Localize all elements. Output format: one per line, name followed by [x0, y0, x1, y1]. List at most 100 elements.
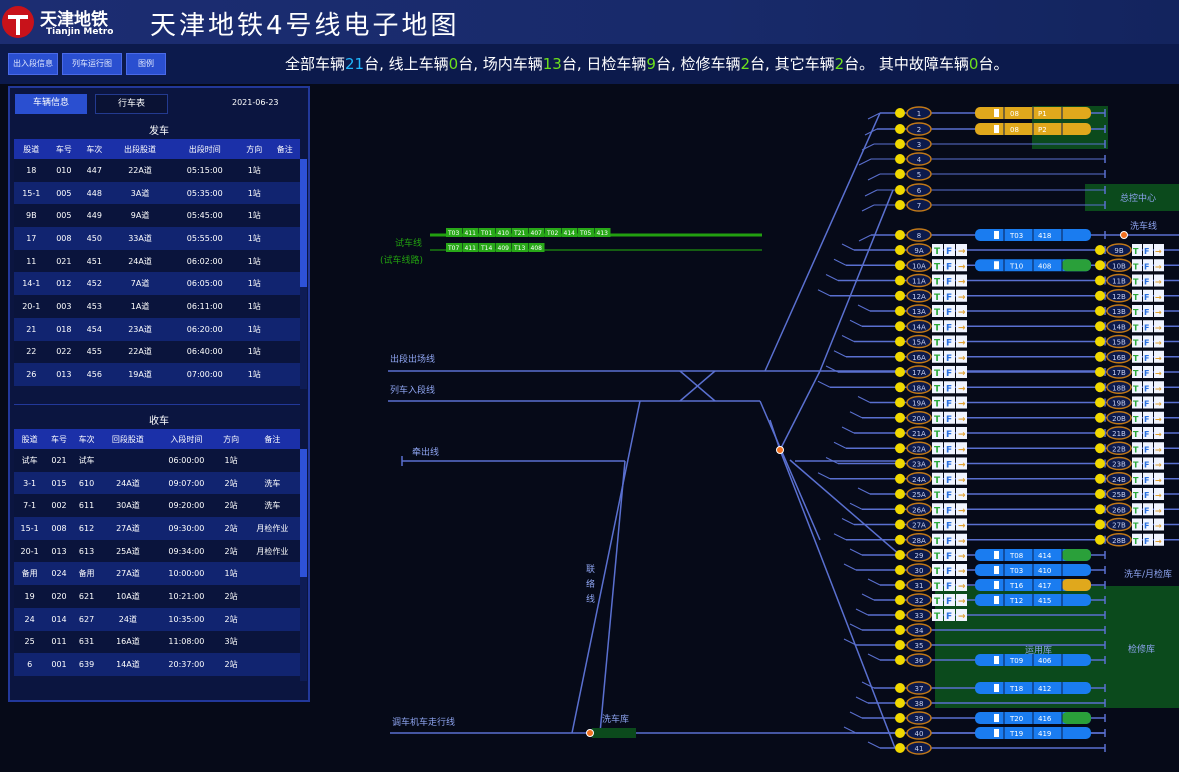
signal-icon[interactable] [895, 640, 905, 650]
signal-icon[interactable] [895, 743, 905, 753]
signal-icon[interactable] [895, 489, 905, 499]
track-button[interactable] [906, 137, 932, 151]
train[interactable]: 08 P1 [975, 107, 1091, 119]
track-button[interactable] [1106, 395, 1132, 410]
track-button[interactable] [906, 304, 932, 318]
track-button[interactable] [1106, 258, 1132, 272]
signal-icon[interactable] [895, 351, 905, 362]
train[interactable]: 08 P2 [975, 123, 1091, 135]
track-button[interactable] [906, 350, 932, 364]
signal-icon[interactable] [895, 625, 905, 635]
signal-icon[interactable] [895, 473, 905, 484]
signal-icon[interactable] [895, 698, 905, 708]
track-button[interactable] [906, 548, 932, 562]
table-row[interactable]: 25 011 631 16A道 11:08:00 3站 [14, 630, 300, 654]
signal-icon[interactable] [895, 154, 905, 164]
track-button[interactable] [906, 411, 932, 425]
track-button[interactable] [906, 487, 932, 501]
signal-icon[interactable] [895, 610, 905, 620]
track-button[interactable] [1106, 365, 1132, 379]
signal-icon[interactable] [1095, 397, 1105, 408]
track-button[interactable] [1106, 289, 1132, 303]
signal-icon[interactable] [1095, 351, 1105, 362]
signal-icon[interactable] [895, 336, 905, 347]
track-button[interactable] [906, 517, 932, 532]
table-row[interactable]: 14-1 012 452 7A道 06:05:00 1站 [14, 272, 300, 296]
table-row[interactable]: 22 022 455 22A道 06:40:00 1站 [14, 340, 300, 364]
track-button[interactable] [906, 289, 932, 303]
signal-icon[interactable] [895, 382, 905, 393]
track-button[interactable] [906, 152, 932, 166]
signal-icon[interactable] [895, 260, 905, 271]
signal-icon[interactable] [895, 245, 905, 255]
signal-icon[interactable] [1095, 534, 1105, 545]
track-button[interactable] [1106, 304, 1132, 318]
track-button[interactable] [1106, 426, 1132, 440]
signal-icon[interactable] [1095, 321, 1105, 332]
table-row[interactable]: 6 001 639 14A道 20:37:00 2站 [14, 653, 300, 676]
signal-icon[interactable] [895, 290, 905, 301]
signal-icon[interactable] [895, 580, 905, 590]
track-button[interactable] [906, 395, 932, 410]
signal-icon[interactable] [895, 519, 905, 530]
signal-icon[interactable] [895, 443, 905, 454]
signal-icon[interactable] [895, 683, 905, 693]
track-button[interactable] [906, 273, 932, 288]
track-button[interactable] [906, 563, 932, 577]
track-button[interactable] [906, 741, 932, 755]
table-row[interactable]: 26 013 456 19A道 07:00:00 1站 [14, 363, 300, 386]
track-button[interactable] [906, 167, 932, 181]
track-button[interactable] [906, 319, 932, 333]
track-button[interactable] [1106, 380, 1132, 394]
signal-icon[interactable] [895, 124, 905, 134]
track-button[interactable] [1106, 273, 1132, 288]
track-button[interactable] [1106, 441, 1132, 455]
track-button[interactable] [906, 533, 932, 547]
track-button[interactable] [1106, 334, 1132, 349]
track-button[interactable] [906, 696, 932, 710]
timetable-button[interactable]: 列车运行图 [62, 53, 122, 75]
track-button[interactable] [906, 122, 932, 136]
signal-icon[interactable] [895, 321, 905, 332]
table-row[interactable]: 备用 024 备用 27A道 10:00:00 1站 [14, 562, 300, 586]
signal-icon[interactable] [1095, 290, 1105, 301]
signal-icon[interactable] [1095, 458, 1105, 469]
track-button[interactable] [1106, 243, 1132, 257]
table-row[interactable]: 18 010 447 22A道 05:15:00 1站 [14, 159, 300, 182]
train[interactable]: T03 418 [975, 229, 1091, 241]
signal-icon[interactable] [895, 185, 905, 195]
signal-icon[interactable] [895, 367, 905, 377]
signal-icon[interactable] [895, 108, 905, 118]
track-button[interactable] [906, 726, 932, 740]
signal-icon[interactable] [895, 504, 905, 515]
signal-icon[interactable] [1095, 504, 1105, 515]
scroll-thumb[interactable] [300, 449, 307, 577]
track-button[interactable] [1106, 411, 1132, 425]
track-button[interactable] [1106, 472, 1132, 486]
track-button[interactable] [906, 608, 932, 622]
signal-icon[interactable] [1095, 489, 1105, 499]
table-row[interactable]: 7-1 002 611 30A道 09:20:00 2站 洗车 [14, 494, 300, 518]
track-button[interactable] [906, 593, 932, 607]
track-button[interactable] [906, 258, 932, 272]
signal-icon[interactable] [895, 200, 905, 210]
track-button[interactable] [1106, 319, 1132, 333]
track-button[interactable] [1106, 502, 1132, 516]
track-button[interactable] [1106, 456, 1132, 471]
depot-info-button[interactable]: 出入段信息 [8, 53, 58, 75]
table-row[interactable]: 15-1 008 612 27A道 09:30:00 2站 月检作业 [14, 517, 300, 540]
train[interactable]: T16 417 [975, 579, 1091, 591]
track-button[interactable] [906, 198, 932, 212]
signal-icon[interactable] [895, 139, 905, 149]
signal-icon[interactable] [1095, 473, 1105, 484]
table-row[interactable]: 11 021 451 24A道 06:02:00 1站 [14, 249, 300, 273]
track-button[interactable] [906, 681, 932, 695]
signal-icon[interactable] [1095, 382, 1105, 393]
table-row[interactable]: 21 018 454 23A道 06:20:00 1站 [14, 317, 300, 341]
train[interactable]: T18 412 [975, 682, 1091, 694]
depart-scrollbar[interactable] [300, 159, 307, 389]
track-button[interactable] [906, 638, 932, 652]
table-row[interactable]: 24 014 627 24道 10:35:00 2站 [14, 607, 300, 631]
signal-icon[interactable] [1095, 443, 1105, 454]
signal-icon[interactable] [1095, 336, 1105, 347]
